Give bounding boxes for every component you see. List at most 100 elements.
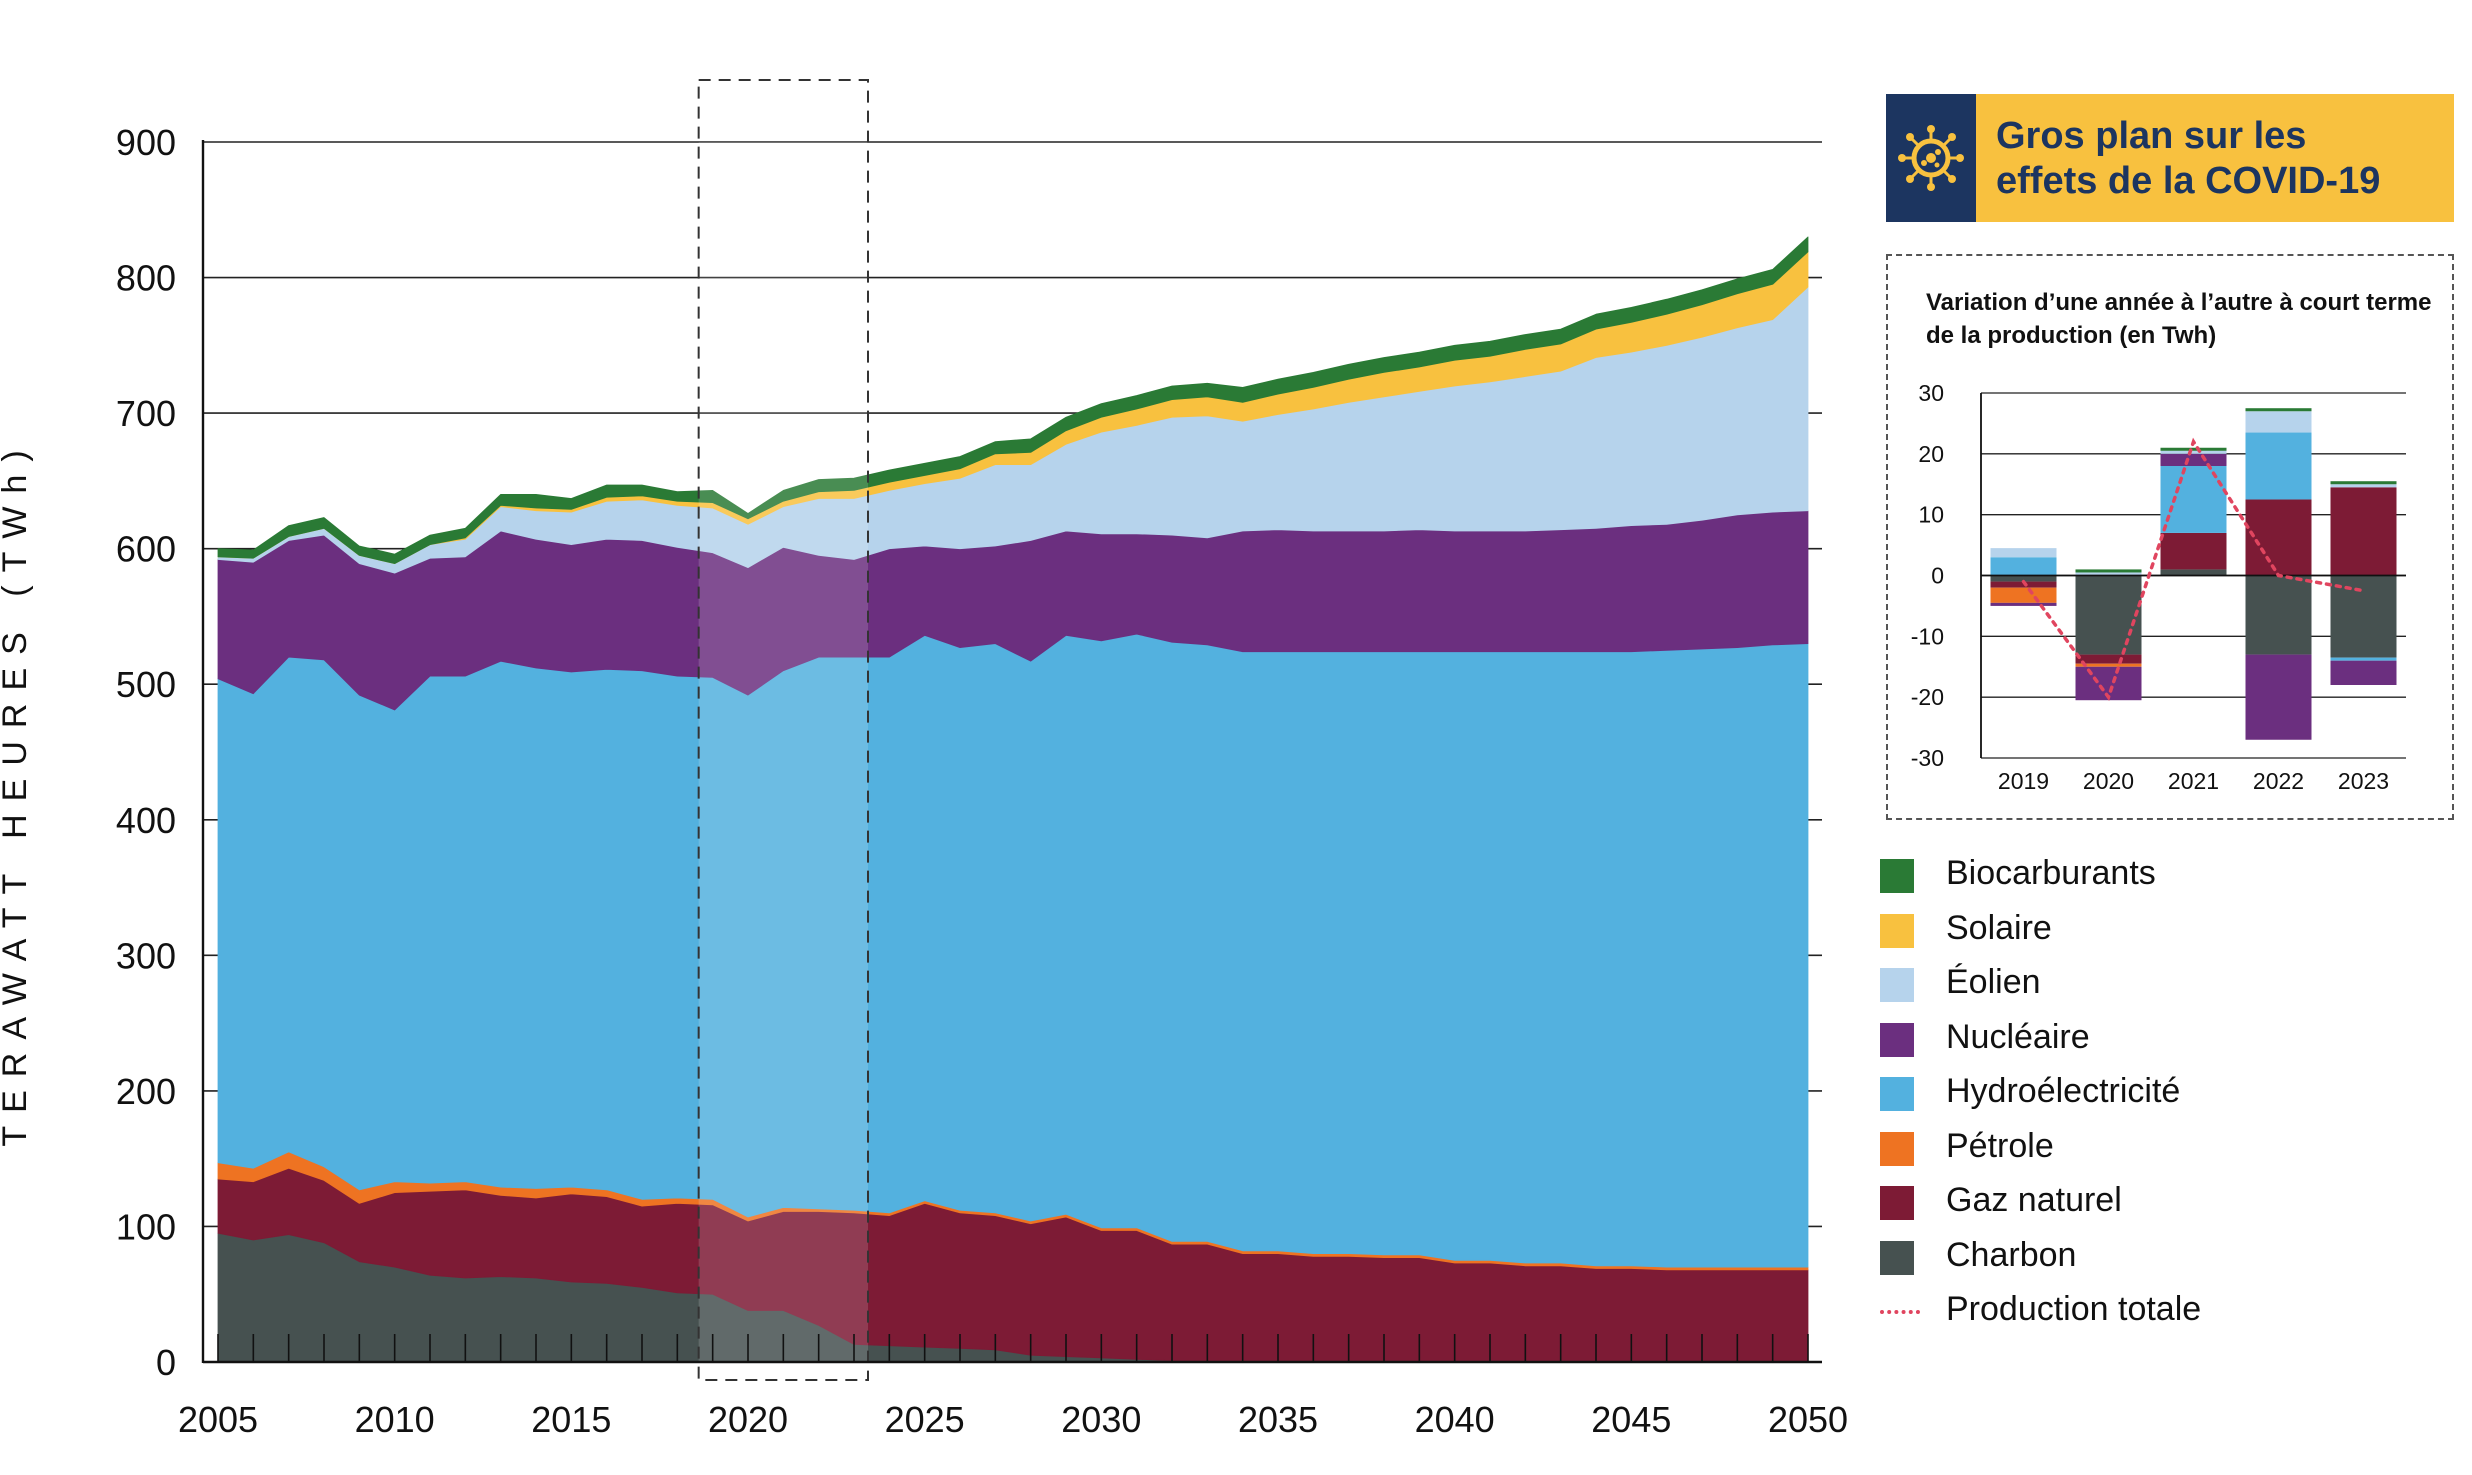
virus-icon xyxy=(1898,125,1964,191)
y-tick-label: 200 xyxy=(116,1071,176,1112)
inset-bar-chart: 30 20 10 0 -10 -20 -30 2019 2020 2021 2022 2023 xyxy=(1911,380,2406,794)
inset-axes xyxy=(1980,393,2406,758)
x-tick-label: 2030 xyxy=(1061,1399,1141,1440)
y-tick-label: 700 xyxy=(116,393,176,434)
inset-bar-charbon xyxy=(1990,575,2057,582)
covid-highlight-region xyxy=(697,79,870,1381)
inset-y-tick-label: 30 xyxy=(1918,380,1944,406)
inset-frame xyxy=(1886,254,2454,820)
inset-bar-biocarburants xyxy=(2245,408,2312,412)
inset-x-tick-label: 2020 xyxy=(2083,768,2134,794)
inset-bar-gaz-naturel xyxy=(2330,487,2397,576)
highlight-tint xyxy=(698,142,868,1363)
x-tick-label: 2025 xyxy=(885,1399,965,1440)
main-x-tick-labels: 2005 2010 2015 2020 2025 2030 2035 2040 2045 2050 xyxy=(178,1399,1848,1440)
inset-bar-nucleaire xyxy=(2245,654,2312,740)
x-tick-label: 2050 xyxy=(1768,1399,1848,1440)
inset-bar-nucleaire xyxy=(1990,602,2057,606)
inset-bar-gaz-naturel xyxy=(2075,654,2142,664)
inset-y-tick-label: -20 xyxy=(1911,684,1944,710)
covid-banner: Gros plan sur les effets de la COVID-19 xyxy=(1886,94,2454,222)
legend-label: Hydroélectricité xyxy=(1946,1072,2181,1110)
inset-bar-biocarburants xyxy=(2075,569,2142,573)
legend-swatch xyxy=(1880,1022,1914,1057)
y-tick-label: 600 xyxy=(116,529,176,570)
legend-swatch xyxy=(1880,1077,1914,1111)
covid-icon-box xyxy=(1886,94,1976,222)
inset-bar-charbon xyxy=(2075,575,2142,655)
inset-x-tick-label: 2021 xyxy=(2168,768,2219,794)
inset-bar-hydroelectricite xyxy=(2245,432,2312,500)
main-y-tick-labels: 0 100 200 300 400 500 600 700 800 900 xyxy=(116,122,176,1383)
legend-swatch xyxy=(1880,913,1914,948)
x-tick-label: 2045 xyxy=(1591,1399,1671,1440)
legend-label: Solaire xyxy=(1946,908,2052,947)
inset-y-tick-label: 20 xyxy=(1918,441,1944,467)
inset-bar-gaz-naturel xyxy=(2160,532,2227,570)
area-hydroelectricite xyxy=(217,633,1809,1268)
inset-bar-gaz-naturel xyxy=(2245,499,2312,576)
inset-y-tick-label: 10 xyxy=(1918,502,1944,528)
inset-bar-petrole xyxy=(1990,587,2057,603)
y-tick-label: 400 xyxy=(116,800,176,841)
legend-label: Nucléaire xyxy=(1946,1017,2090,1056)
legend-swatch xyxy=(1880,1186,1914,1220)
inset-x-tick-label: 2019 xyxy=(1998,768,2049,794)
inset-line-production-totale xyxy=(2021,437,2366,701)
inset-bar-biocarburants xyxy=(2330,481,2397,485)
legend-line-marker xyxy=(1880,1310,1920,1314)
inset-x-tick-labels: 2019 2020 2021 2022 2023 xyxy=(1998,768,2389,794)
y-tick-label: 800 xyxy=(116,258,176,299)
y-tick-label: 0 xyxy=(156,1342,176,1383)
legend-label: Biocarburants xyxy=(1946,854,2156,892)
covid-banner-title: Gros plan sur les effets de la COVID-19 xyxy=(1996,114,2446,204)
inset-bar-charbon xyxy=(2245,575,2312,655)
area-biocarburants xyxy=(217,236,1809,564)
x-tick-label: 2035 xyxy=(1238,1399,1318,1440)
legend-label: Charbon xyxy=(1946,1235,2077,1274)
y-axis-label: TERAWATT HEURES (TWh) xyxy=(0,437,34,1146)
legend-label: Production totale xyxy=(1946,1290,2202,1328)
legend-swatch xyxy=(1880,968,1914,1002)
y-tick-label: 500 xyxy=(116,664,176,705)
inset-chart-title: Variation d’une année à l’autre à court … xyxy=(1926,289,2432,349)
inset-y-tick-label: -10 xyxy=(1911,623,1944,649)
highlight-dashed-box xyxy=(697,79,870,1381)
inset-bar-hydroelectricite xyxy=(1990,557,2057,576)
inset-bar-gaz-naturel xyxy=(1990,581,2057,588)
legend-label: Gaz naturel xyxy=(1946,1181,2122,1219)
main-axes xyxy=(201,140,1822,1364)
y-tick-label: 100 xyxy=(116,1206,176,1247)
main-stacked-areas xyxy=(217,236,1809,1363)
legend-swatch xyxy=(1880,1131,1914,1166)
covid-title-line-2: effets de la COVID-19 xyxy=(1996,160,2381,202)
inset-bar-nucleaire xyxy=(2330,660,2397,685)
inset-bar-eolien xyxy=(2245,411,2312,433)
x-tick-label: 2005 xyxy=(178,1399,258,1440)
inset-y-tick-label: 0 xyxy=(1931,563,1944,589)
main-area-chart: 0 100 200 300 400 500 600 700 800 900 2005 2010 201… xyxy=(0,79,1848,1440)
inset-x-tick-label: 2022 xyxy=(2253,768,2304,794)
x-tick-label: 2015 xyxy=(531,1399,611,1440)
inset-y-tick-labels: 30 20 10 0 -10 -20 -30 xyxy=(1911,380,1944,771)
inset-stacked-bars xyxy=(1990,408,2397,740)
inset-total-line xyxy=(2021,437,2366,701)
legend-label: Pétrole xyxy=(1946,1126,2054,1165)
x-tick-label: 2040 xyxy=(1415,1399,1495,1440)
inset-bar-eolien xyxy=(2330,484,2397,488)
inset-y-tick-label: -30 xyxy=(1911,745,1944,771)
y-tick-label: 900 xyxy=(116,122,176,163)
inset-bar-charbon xyxy=(2330,575,2397,658)
legend-label: Éolien xyxy=(1946,963,2041,1001)
inset-bar-petrole xyxy=(2075,663,2142,667)
x-tick-label: 2010 xyxy=(355,1399,435,1440)
x-tick-label: 2020 xyxy=(708,1399,788,1440)
covid-title-line-1: Gros plan sur les xyxy=(1996,115,2307,157)
inset-x-tick-label: 2023 xyxy=(2338,768,2389,794)
inset-bar-charbon xyxy=(2160,569,2227,576)
legend-swatch xyxy=(1880,859,1914,893)
inset-bar-eolien xyxy=(2160,450,2227,454)
inset-bar-eolien xyxy=(1990,548,2057,558)
inset-bar-nucleaire xyxy=(2160,453,2227,466)
inset-bar-hydroelectricite xyxy=(2330,657,2397,661)
